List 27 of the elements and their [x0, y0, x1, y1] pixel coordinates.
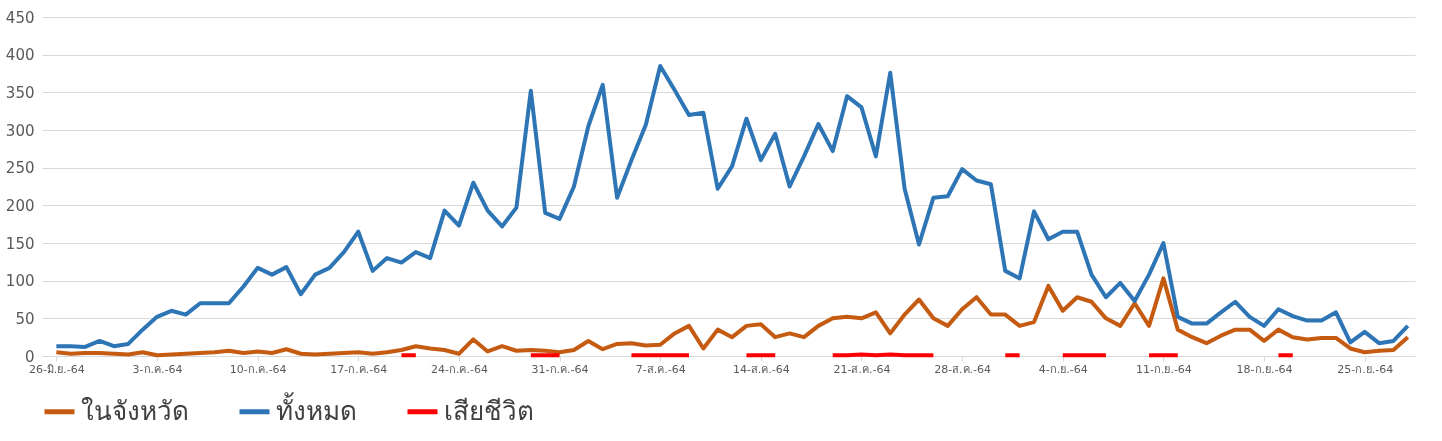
x-tick-label: 28-ส.ค.-64 — [934, 362, 992, 376]
x-tick-label: 10-ก.ค.-64 — [229, 362, 287, 376]
x-tick-label: 7-ส.ค.-64 — [635, 362, 686, 376]
y-tick-label: 350 — [5, 83, 35, 102]
x-tick-label: 18-ก.ย.-64 — [1236, 362, 1293, 376]
y-tick-label: 150 — [5, 234, 35, 253]
line-series — [54, 276, 1410, 358]
line-series — [54, 63, 1410, 349]
x-tick-label: 4-ก.ย.-64 — [1038, 362, 1088, 376]
y-tick-label: 50 — [15, 309, 35, 328]
y-tick-label: 450 — [5, 8, 35, 27]
y-tick-label: 100 — [5, 272, 35, 291]
x-tick-label: 21-ส.ค.-64 — [833, 362, 891, 376]
legend-label: เสียชีวิต — [444, 395, 534, 426]
x-tick-label: 3-ก.ค.-64 — [132, 362, 183, 376]
x-tick-label: 25-ก.ย.-64 — [1337, 362, 1394, 376]
x-tick-label: 24-ก.ค.-64 — [430, 362, 488, 376]
y-tick-label: 300 — [5, 121, 35, 140]
x-tick-label: 14-ส.ค.-64 — [732, 362, 790, 376]
legend-label: ในจังหวัด — [81, 395, 189, 426]
y-tick-label: 400 — [5, 46, 35, 65]
y-tick-label: 200 — [5, 196, 35, 215]
x-tick-label: 31-ก.ค.-64 — [531, 362, 589, 376]
x-tick-label: 17-ก.ค.-64 — [330, 362, 388, 376]
x-tick-label: 11-ก.ย.-64 — [1135, 362, 1192, 376]
y-tick-label: 250 — [5, 159, 35, 178]
legend-label: ทั้งหมด — [276, 391, 357, 426]
